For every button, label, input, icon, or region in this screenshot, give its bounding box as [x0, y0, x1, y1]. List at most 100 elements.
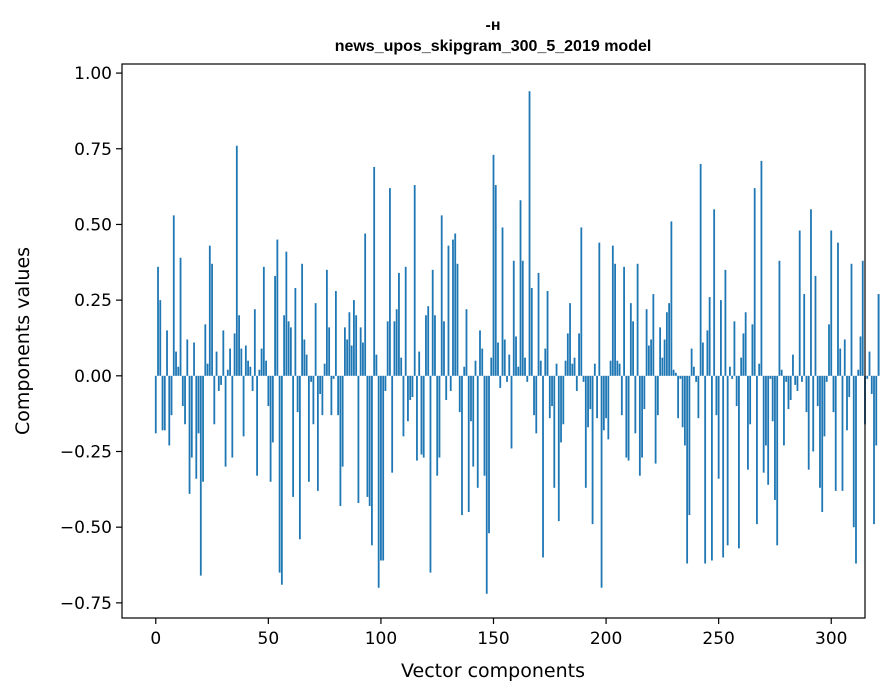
bar [697, 375, 700, 419]
bar [749, 375, 752, 425]
bar [643, 375, 646, 410]
bar [386, 321, 389, 376]
bar [735, 375, 738, 407]
bar [810, 209, 812, 376]
bar [562, 375, 565, 425]
bar [866, 375, 869, 379]
bar [316, 375, 319, 491]
bar [821, 375, 824, 513]
bar [850, 263, 853, 376]
x-axis-ticks: 0 50 100 150 200 250 300 [150, 618, 847, 649]
bar [332, 375, 335, 379]
bar [699, 163, 702, 376]
bar [389, 188, 391, 376]
bar [339, 375, 342, 506]
bar [303, 339, 306, 376]
bar [170, 375, 173, 416]
bar [166, 330, 168, 376]
bar [557, 375, 560, 522]
bar [283, 315, 286, 376]
bar [362, 342, 364, 376]
bar [456, 263, 459, 376]
bar [353, 300, 355, 376]
bar [371, 375, 373, 546]
bar [542, 375, 544, 558]
bar [738, 375, 740, 549]
bar [857, 369, 860, 376]
bar [323, 363, 326, 376]
bar [828, 324, 830, 376]
bar [418, 351, 421, 376]
bar [172, 215, 175, 376]
bar [724, 269, 727, 376]
bar [204, 324, 207, 376]
bar [582, 375, 585, 382]
bar [449, 375, 452, 391]
bar [708, 297, 711, 376]
bar [767, 375, 770, 485]
bar [720, 300, 722, 376]
bar [731, 375, 734, 379]
bar [521, 260, 524, 376]
bar [526, 375, 529, 382]
bar [677, 375, 680, 419]
bar [445, 375, 448, 401]
bar [607, 375, 610, 440]
bar [233, 333, 236, 376]
bar [733, 321, 736, 376]
bar [458, 375, 461, 413]
bar [231, 375, 234, 458]
bar [740, 357, 743, 376]
bar [391, 375, 394, 473]
bar [485, 375, 488, 594]
bar [620, 375, 623, 416]
bar [407, 375, 409, 422]
bar [328, 327, 331, 376]
bar [855, 375, 857, 564]
bar [756, 375, 758, 525]
bar [801, 375, 803, 382]
bar [220, 375, 222, 385]
bar [506, 375, 508, 382]
bar [780, 369, 783, 376]
bar [224, 375, 227, 467]
bar [510, 375, 513, 449]
bar [747, 375, 749, 470]
bar [420, 375, 423, 455]
bar [249, 366, 252, 376]
x-tick-label: 250 [702, 629, 734, 649]
bar [632, 321, 634, 376]
bar [472, 375, 475, 467]
bar [382, 375, 385, 561]
y-tick-label: 0.75 [74, 140, 112, 160]
bar [839, 348, 842, 376]
bar [163, 375, 166, 431]
bar [499, 375, 502, 388]
bar [548, 375, 551, 419]
bar [310, 375, 313, 382]
bar [794, 375, 797, 385]
bar [226, 369, 229, 376]
bar [463, 366, 466, 376]
bar [314, 303, 317, 376]
bar [411, 375, 414, 397]
x-tick-label: 150 [477, 629, 509, 649]
bar [535, 375, 538, 434]
bar [242, 375, 245, 437]
y-tick-label: −0.25 [60, 442, 112, 462]
bar [609, 360, 612, 376]
chart-title-line2: news_upos_skipgram_300_5_2019 model [335, 38, 652, 55]
bar [278, 375, 281, 573]
bar [222, 330, 225, 376]
bar [544, 348, 547, 376]
bar [488, 375, 490, 534]
bar [346, 339, 349, 376]
bar [706, 330, 709, 376]
bar [769, 375, 772, 379]
bar [159, 300, 162, 376]
bar [578, 333, 580, 376]
bar [395, 309, 398, 376]
bar [229, 348, 231, 376]
bar [206, 363, 209, 376]
